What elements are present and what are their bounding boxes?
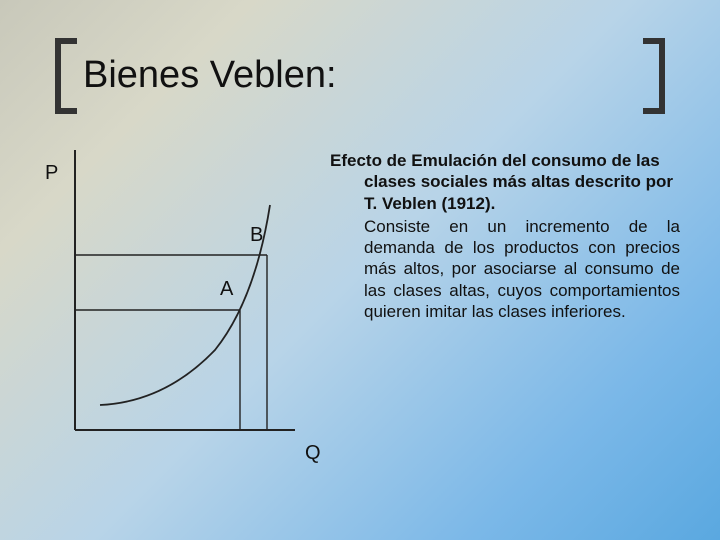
description-heading: Efecto de Emulación del consumo de las c… [330,150,680,214]
y-axis-label: P [45,162,58,185]
bracket-right-icon [643,38,665,114]
slide-title: Bienes Veblen: [83,54,337,97]
description-body: Consiste en un incremento de la demanda … [330,216,680,322]
description-block: Efecto de Emulación del consumo de las c… [330,150,680,322]
point-a-label: A [220,278,233,301]
chart-svg [45,150,305,450]
point-b-label: B [250,224,263,247]
title-bar: Bienes Veblen: [55,38,665,118]
x-axis-label: Q [305,442,321,465]
bracket-left-icon [55,38,77,114]
veblen-chart: P Q A B [45,150,305,460]
